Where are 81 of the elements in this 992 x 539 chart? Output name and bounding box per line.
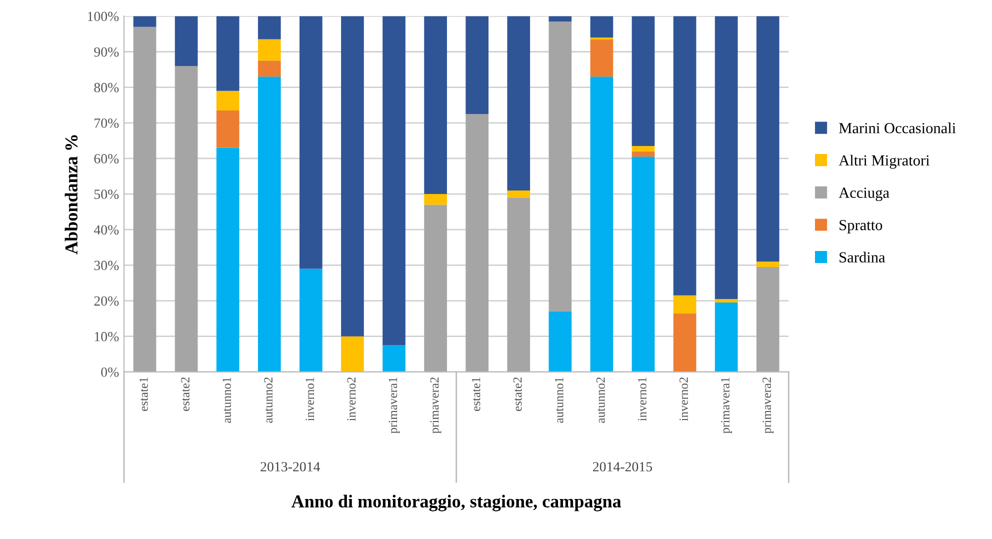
bar xyxy=(133,16,156,27)
y-tick-label: 80% xyxy=(94,82,119,92)
legend-label: Spratto xyxy=(840,220,882,234)
legend-label: Altri Migratori xyxy=(838,154,930,169)
y-tick-label: 70% xyxy=(94,118,119,128)
y-axis-title: Abbondanza % xyxy=(64,135,78,254)
text: 2014-2015 xyxy=(593,462,652,472)
bar xyxy=(507,190,530,198)
y-tick-label: 0% xyxy=(101,367,119,377)
x-tick-label: autunno2 xyxy=(596,377,605,423)
bar xyxy=(466,114,489,372)
y-tick-label: 90% xyxy=(94,47,119,57)
bar xyxy=(382,345,406,372)
bar xyxy=(424,204,447,372)
legend-label: Acciuga xyxy=(838,188,890,202)
x-tick-label: primavera2 xyxy=(430,377,442,434)
bar xyxy=(382,16,406,346)
y-tick-label: 20% xyxy=(94,296,119,306)
bar xyxy=(341,336,364,372)
bar xyxy=(548,22,572,312)
bar xyxy=(174,16,198,66)
bar xyxy=(590,76,614,372)
bar xyxy=(673,16,696,296)
bar xyxy=(590,16,614,38)
bar xyxy=(216,110,240,148)
bar xyxy=(300,16,322,269)
x-tick-label: estate2 xyxy=(513,377,522,411)
bar xyxy=(507,16,530,190)
bar xyxy=(466,16,489,114)
bar xyxy=(424,16,447,194)
x-tick-label: primavera1 xyxy=(388,378,400,434)
y-tick-label: 50% xyxy=(94,190,119,200)
x-tick-label: autunno2 xyxy=(264,377,273,423)
legend-label: Sardina xyxy=(840,252,886,263)
bar xyxy=(632,146,655,152)
bar xyxy=(216,16,240,91)
bar xyxy=(258,60,281,77)
bar xyxy=(133,26,156,372)
text: 2013-2014 xyxy=(260,462,320,472)
bar xyxy=(590,39,614,77)
bar xyxy=(632,151,655,157)
y-tick-label: 10% xyxy=(94,332,119,342)
bar xyxy=(714,298,738,303)
bar xyxy=(300,268,322,372)
bar xyxy=(632,16,655,146)
bar xyxy=(673,313,696,372)
x-tick-label: inverno1 xyxy=(638,378,646,421)
bar xyxy=(258,76,281,372)
y-tick-label: 40% xyxy=(94,225,119,235)
bar xyxy=(548,16,572,22)
x-tick-label: inverno2 xyxy=(680,377,688,421)
y-tick-label: 60% xyxy=(94,154,119,164)
x-tick-label: inverno2 xyxy=(347,377,356,421)
bar xyxy=(341,16,364,336)
x-axis-title: Anno di monitoraggio, stagione, campagna xyxy=(291,494,622,512)
x-tick-label: estate2 xyxy=(181,377,190,411)
bar xyxy=(714,16,738,299)
x-tick-label: autunno1 xyxy=(222,378,231,423)
x-tick-label: primavera2 xyxy=(762,377,774,434)
bar xyxy=(756,266,780,372)
bar xyxy=(216,148,240,372)
y-tick-label: 30% xyxy=(94,260,119,270)
bar xyxy=(258,39,281,61)
x-tick-label: estate1 xyxy=(140,378,148,411)
x-tick-label: estate1 xyxy=(472,378,480,411)
bar xyxy=(258,16,281,40)
legend-label: Marini Occasionali xyxy=(839,122,956,134)
bar xyxy=(756,16,780,262)
bar xyxy=(507,198,530,372)
bar xyxy=(174,66,198,372)
bar xyxy=(424,194,447,205)
bar xyxy=(548,311,572,372)
bar xyxy=(756,262,780,267)
bar xyxy=(673,295,696,314)
bar xyxy=(632,156,655,372)
bar xyxy=(216,90,240,110)
bar xyxy=(714,302,738,372)
y-tick-label: 100% xyxy=(88,12,119,22)
x-tick-label: autunno1 xyxy=(554,378,564,423)
x-tick-label: primavera1 xyxy=(721,378,732,434)
x-tick-label: inverno1 xyxy=(306,378,314,421)
